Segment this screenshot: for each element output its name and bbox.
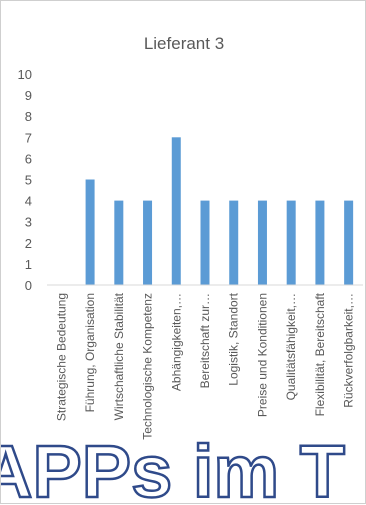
- bar: [257, 200, 267, 285]
- bar: [171, 137, 181, 285]
- x-tick-label: Technologische Kompetenz: [141, 293, 155, 440]
- x-tick-label: Rückverfolgbarkeit,…: [342, 293, 356, 408]
- y-tick-label: 4: [25, 194, 32, 209]
- y-tick-label: 1: [25, 257, 32, 272]
- y-tick-label: 7: [25, 130, 32, 145]
- x-tick-label: Preise und Konditionen: [255, 293, 269, 417]
- y-tick-label: 10: [18, 67, 32, 82]
- x-tick-label: Führung, Organisation: [83, 293, 97, 412]
- y-tick-label: 6: [25, 151, 32, 166]
- y-tick-label: 8: [25, 109, 32, 124]
- y-axis: 0 1 2 3 4 5 6 7 8 9 10: [18, 67, 32, 293]
- x-tick-label: Strategische Bedeutung: [54, 293, 68, 421]
- bar: [143, 200, 153, 285]
- bar: [286, 200, 296, 285]
- bar: [200, 200, 210, 285]
- x-tick-label: Flexibilität, Bereitschaft: [313, 292, 327, 416]
- y-tick-label: 3: [25, 215, 32, 230]
- bar: [344, 200, 354, 285]
- bar: [85, 179, 95, 285]
- y-tick-label: 0: [25, 278, 32, 293]
- bar: [315, 200, 325, 285]
- bar: [229, 200, 239, 285]
- bar: [114, 200, 124, 285]
- chart-title: Lieferant 3: [144, 34, 224, 53]
- watermark-text: APPs im T: [1, 430, 345, 505]
- x-tick-label: Wirtschaftliche Stabilität: [112, 292, 126, 420]
- x-tick-label: Qualitätsfähigkeit,…: [284, 293, 298, 400]
- bars: [85, 137, 354, 285]
- y-tick-label: 5: [25, 173, 32, 188]
- y-tick-label: 2: [25, 236, 32, 251]
- y-tick-label: 9: [25, 88, 32, 103]
- x-tick-label: Abhängigkeiten,…: [169, 293, 183, 391]
- x-axis-labels: Strategische Bedeutung Führung, Organisat…: [54, 292, 355, 439]
- x-tick-label: Bereitschaft zur…: [198, 293, 212, 388]
- x-tick-label: Logistik, Standort: [227, 292, 241, 385]
